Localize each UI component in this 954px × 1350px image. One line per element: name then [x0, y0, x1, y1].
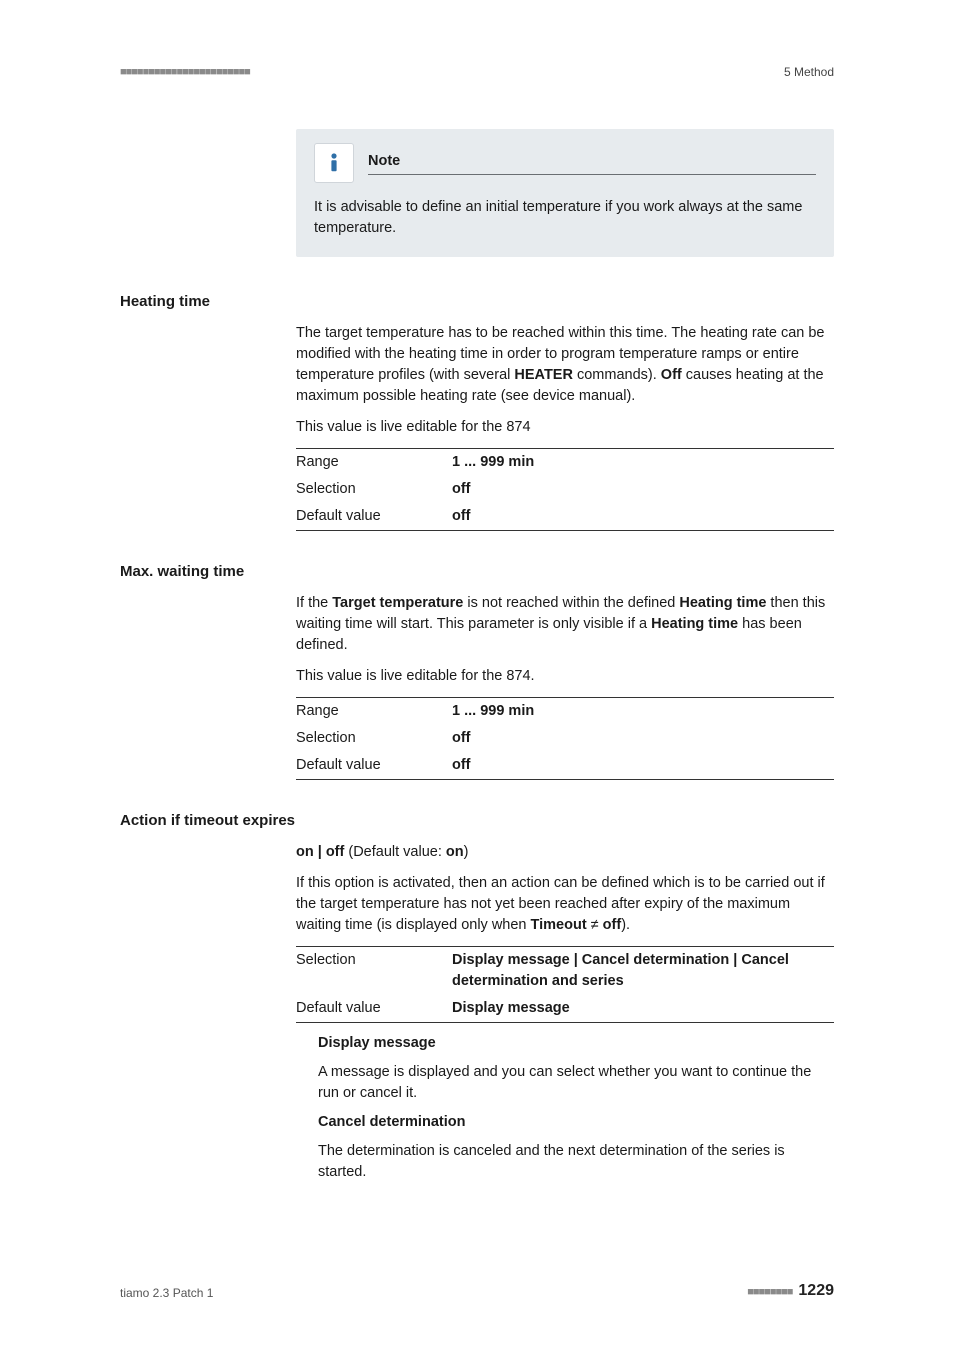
max-waiting-time-section: Max. waiting time If the Target temperat…	[120, 561, 834, 780]
table-row: Default value off	[296, 503, 834, 531]
display-message-head: Display message	[318, 1033, 834, 1054]
cancel-determination-body: The determination is canceled and the ne…	[318, 1141, 834, 1183]
table-row: Selection Display message | Cancel deter…	[296, 946, 834, 995]
page-number: 1229	[798, 1282, 834, 1299]
heading-action-timeout: Action if timeout expires	[120, 810, 834, 832]
max-wait-table: Range 1 ... 999 min Selection off Defaul…	[296, 697, 834, 780]
max-wait-live-note: This value is live editable for the 874.	[296, 666, 834, 687]
note-body-text: It is advisable to define an initial tem…	[314, 197, 816, 239]
text-bold: Target temperature	[332, 595, 463, 611]
cell-value: Display message | Cancel determination |…	[452, 946, 834, 995]
text-bold: Timeout	[531, 917, 587, 933]
cell-label: Range	[296, 449, 452, 477]
action-timeout-section: Action if timeout expires on | off (Defa…	[120, 810, 834, 1183]
text-bold: on	[446, 844, 464, 860]
action-timeout-body: on | off (Default value: on) If this opt…	[296, 842, 834, 1183]
cell-label: Range	[296, 698, 452, 726]
footer-right: ■■■■■■■■ 1229	[747, 1279, 834, 1302]
cell-value: off	[452, 725, 834, 752]
note-title: Note	[368, 153, 400, 169]
text-bold: Heating time	[679, 595, 766, 611]
text: )	[464, 844, 469, 860]
header-section-label: 5 Method	[784, 64, 834, 81]
cell-label: Selection	[296, 725, 452, 752]
action-timeout-table: Selection Display message | Cancel deter…	[296, 946, 834, 1023]
text-bold: Heating time	[651, 616, 738, 632]
footer-dashes: ■■■■■■■■	[747, 1286, 792, 1298]
heating-time-body: The target temperature has to be reached…	[296, 323, 834, 531]
heading-max-waiting-time: Max. waiting time	[120, 561, 834, 583]
heating-time-section: Heating time The target temperature has …	[120, 291, 834, 531]
text-bold: on | off	[296, 844, 344, 860]
cell-value: off	[452, 503, 834, 531]
display-message-body: A message is displayed and you can selec…	[318, 1062, 834, 1104]
heading-heating-time: Heating time	[120, 291, 834, 313]
max-wait-para: If the Target temperature is not reached…	[296, 593, 834, 656]
text: ≠	[587, 917, 603, 933]
heating-time-live-note: This value is live editable for the 874	[296, 417, 834, 438]
footer-product-name: tiamo 2.3 Patch 1	[120, 1285, 213, 1302]
cell-label: Default value	[296, 503, 452, 531]
cell-value: 1 ... 999 min	[452, 449, 834, 477]
text-bold: Off	[661, 367, 682, 383]
cell-label: Default value	[296, 995, 452, 1023]
text: is not reached within the defined	[463, 595, 679, 611]
table-row: Default value off	[296, 752, 834, 780]
text-bold: off	[603, 917, 622, 933]
text: commands).	[573, 367, 661, 383]
on-off-line: on | off (Default value: on)	[296, 842, 834, 863]
cell-label: Default value	[296, 752, 452, 780]
text-bold: HEATER	[514, 367, 573, 383]
heating-time-table: Range 1 ... 999 min Selection off Defaul…	[296, 448, 834, 531]
info-icon	[314, 143, 354, 183]
note-title-wrap: Note	[368, 151, 816, 175]
note-box: Note It is advisable to define an initia…	[296, 129, 834, 257]
cell-label: Selection	[296, 476, 452, 503]
table-row: Range 1 ... 999 min	[296, 698, 834, 726]
cell-value: off	[452, 476, 834, 503]
text: ).	[621, 917, 630, 933]
text: If the	[296, 595, 332, 611]
action-timeout-para: If this option is activated, then an act…	[296, 873, 834, 936]
note-column: Note It is advisable to define an initia…	[296, 129, 834, 257]
table-row: Default value Display message	[296, 995, 834, 1023]
max-wait-body: If the Target temperature is not reached…	[296, 593, 834, 780]
cell-value: 1 ... 999 min	[452, 698, 834, 726]
text: (Default value:	[344, 844, 446, 860]
cancel-determination-head: Cancel determination	[318, 1112, 834, 1133]
table-row: Selection off	[296, 725, 834, 752]
heating-time-para: The target temperature has to be reached…	[296, 323, 834, 407]
footer: tiamo 2.3 Patch 1 ■■■■■■■■ 1229	[120, 1279, 834, 1302]
top-bar: ■■■■■■■■■■■■■■■■■■■■■■■ 5 Method	[120, 64, 834, 81]
header-dashes: ■■■■■■■■■■■■■■■■■■■■■■■	[120, 65, 250, 81]
cell-value: Display message	[452, 995, 834, 1023]
note-header: Note	[314, 143, 816, 183]
cell-label: Selection	[296, 946, 452, 995]
display-message-block: Display message A message is displayed a…	[296, 1033, 834, 1183]
table-row: Range 1 ... 999 min	[296, 449, 834, 477]
cell-value: off	[452, 752, 834, 780]
table-row: Selection off	[296, 476, 834, 503]
